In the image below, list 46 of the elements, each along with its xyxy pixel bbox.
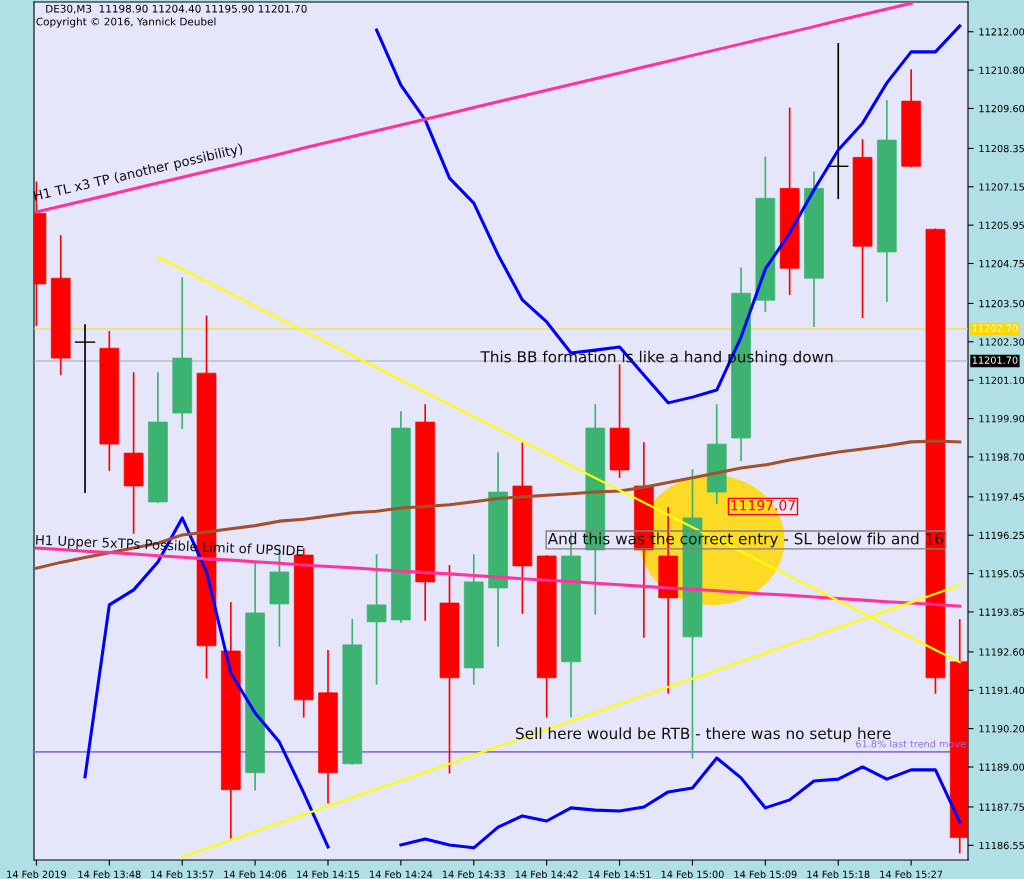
line-series: [375, 24, 962, 405]
y-tick-label: 11187.75: [979, 803, 1024, 811]
annotation: H1 Upper 5xTPs Possible Limit of UPSIDE: [35, 534, 304, 559]
x-tick-label: 14 Feb 15:27: [880, 870, 943, 878]
y-tick-label: 11204.75: [979, 259, 1024, 268]
y-tick-label: 11186.55: [979, 841, 1024, 850]
y-tick-label: 11192.60: [979, 648, 1024, 656]
x-tick-label: 14 Feb 14:24: [370, 870, 433, 878]
y-tick-label: 11196.25: [979, 531, 1024, 540]
x-tick-label: 14 Feb 14:42: [515, 870, 578, 878]
x-tick-label: 14 Feb 13:57: [151, 870, 214, 878]
y-tick-label: 11193.85: [979, 608, 1024, 616]
line-series: [34, 2, 913, 214]
y-tick-label: 11208.35: [979, 144, 1024, 153]
y-tick-label: 11199.90: [979, 415, 1024, 423]
x-tick-label: 14 Feb 14:51: [588, 870, 651, 878]
y-tick-label: 11203.50: [979, 299, 1024, 308]
y-tick-label: 11207.15: [979, 183, 1024, 191]
y-tick-label: 11189.00: [979, 763, 1024, 771]
x-tick-label: 14 Feb 13:48: [78, 870, 141, 878]
candlestick: [366, 554, 387, 685]
y-tick-label: 11195.05: [979, 570, 1024, 578]
x-tick-label: 14 Feb 15:00: [661, 870, 724, 878]
y-tick-label: 11212.00: [979, 28, 1024, 36]
y-tick-label: 11191.40: [979, 686, 1024, 695]
candlestick: [74, 324, 96, 493]
x-tick-label: 14 Feb 14:33: [442, 870, 505, 878]
line-series: [34, 439, 962, 570]
ref-line-label: 11202.70: [972, 324, 1018, 332]
x-tick-label: 14 Feb 15:18: [807, 870, 870, 878]
text: Copyright © 2016, Yannick Deubel: [36, 17, 216, 28]
y-tick-label: 11201.10: [979, 376, 1024, 384]
x-tick-label: 14 Feb 2019: [7, 870, 66, 878]
x-tick-label: 14 Feb 14:15: [297, 870, 360, 878]
y-tick-label: 11198.70: [979, 453, 1024, 461]
x-tick-label: 14 Feb 14:06: [224, 870, 287, 878]
y-tick-label: 11190.20: [979, 725, 1024, 733]
x-tick-label: 14 Feb 15:09: [734, 870, 797, 878]
y-tick-label: 11210.80: [979, 66, 1024, 74]
y-tick-label: 11205.95: [979, 221, 1024, 229]
y-tick-label: 11202.30: [979, 338, 1024, 346]
chart-title: DE30,M3 11198.90 11204.40 11195.90 11201.70: [46, 4, 307, 14]
y-tick-label: 11209.60: [979, 104, 1024, 113]
ref-line-label: 11201.70: [972, 356, 1018, 364]
y-tick-label: 11197.45: [979, 493, 1024, 501]
candlestick: [828, 43, 849, 200]
